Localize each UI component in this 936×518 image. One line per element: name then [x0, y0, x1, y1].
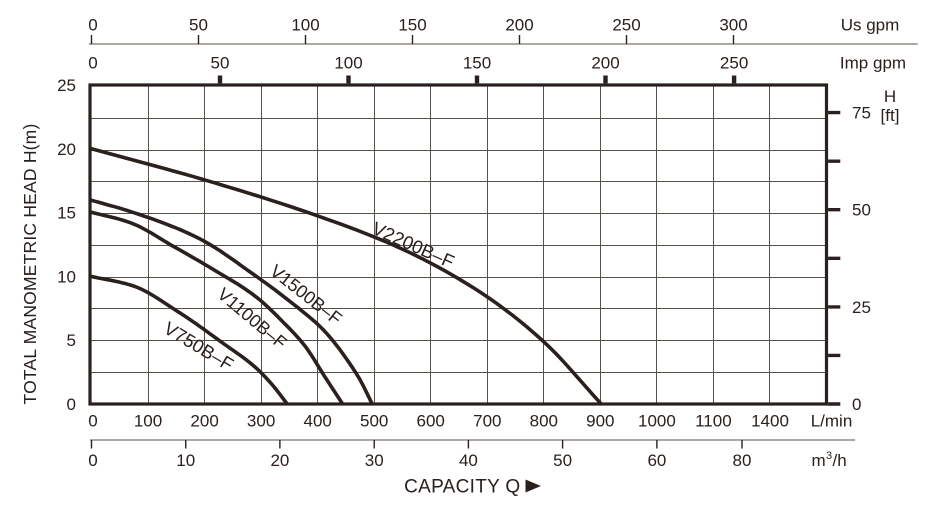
svg-text:0: 0: [852, 395, 861, 414]
svg-text:500: 500: [360, 412, 388, 431]
svg-text:[ft]: [ft]: [881, 106, 900, 125]
svg-text:10: 10: [57, 267, 76, 286]
svg-text:50: 50: [189, 16, 208, 35]
svg-text:25: 25: [57, 76, 76, 95]
svg-text:3: 3: [826, 450, 832, 462]
svg-text:75: 75: [852, 104, 871, 123]
svg-text:0: 0: [88, 16, 97, 35]
svg-text:5: 5: [67, 331, 76, 350]
svg-text:250: 250: [612, 16, 640, 35]
svg-text:50: 50: [211, 54, 230, 73]
svg-text:/h: /h: [833, 451, 847, 470]
svg-text:200: 200: [591, 54, 619, 73]
svg-text:25: 25: [852, 298, 871, 317]
svg-text:1100: 1100: [695, 412, 732, 431]
svg-text:0: 0: [88, 451, 97, 470]
svg-text:20: 20: [270, 451, 289, 470]
svg-text:100: 100: [334, 54, 362, 73]
svg-text:50: 50: [553, 451, 572, 470]
svg-text:800: 800: [530, 412, 558, 431]
svg-text:100: 100: [291, 16, 319, 35]
svg-text:m: m: [812, 451, 826, 470]
svg-text:H: H: [884, 87, 896, 106]
svg-text:20: 20: [57, 140, 76, 159]
svg-text:150: 150: [398, 16, 426, 35]
svg-text:40: 40: [459, 451, 478, 470]
svg-text:30: 30: [365, 451, 384, 470]
svg-text:400: 400: [304, 412, 332, 431]
svg-text:15: 15: [57, 204, 76, 223]
svg-text:1400: 1400: [751, 412, 789, 431]
svg-text:700: 700: [473, 412, 501, 431]
svg-text:0: 0: [88, 54, 97, 73]
svg-text:TOTAL MANOMETRIC HEAD H(m): TOTAL MANOMETRIC HEAD H(m): [20, 124, 40, 405]
svg-text:200: 200: [190, 412, 218, 431]
svg-text:250: 250: [720, 54, 748, 73]
svg-text:900: 900: [586, 412, 614, 431]
svg-text:0: 0: [88, 412, 97, 431]
svg-text:100: 100: [134, 412, 162, 431]
svg-text:600: 600: [417, 412, 445, 431]
svg-text:300: 300: [247, 412, 275, 431]
svg-text:50: 50: [852, 201, 871, 220]
svg-text:60: 60: [647, 451, 666, 470]
svg-text:1000: 1000: [638, 412, 676, 431]
svg-text:10: 10: [176, 451, 195, 470]
svg-text:Us gpm: Us gpm: [841, 16, 900, 35]
svg-text:CAPACITY Q: CAPACITY Q: [404, 476, 520, 497]
svg-text:Imp gpm: Imp gpm: [840, 54, 906, 73]
svg-text:L/min: L/min: [811, 412, 853, 431]
svg-text:80: 80: [733, 451, 752, 470]
svg-text:0: 0: [67, 395, 76, 414]
svg-text:200: 200: [505, 16, 533, 35]
svg-text:300: 300: [719, 16, 747, 35]
svg-text:150: 150: [463, 54, 491, 73]
